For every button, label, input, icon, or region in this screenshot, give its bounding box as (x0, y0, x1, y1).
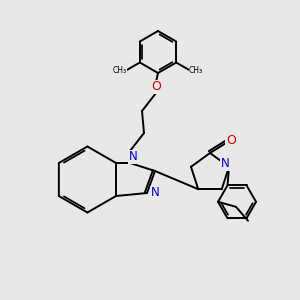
Text: CH₃: CH₃ (113, 66, 127, 75)
Text: O: O (151, 80, 161, 94)
Text: O: O (226, 134, 236, 146)
Text: N: N (220, 157, 230, 170)
Text: N: N (129, 151, 137, 164)
Text: CH₃: CH₃ (189, 66, 203, 75)
Text: N: N (151, 187, 159, 200)
